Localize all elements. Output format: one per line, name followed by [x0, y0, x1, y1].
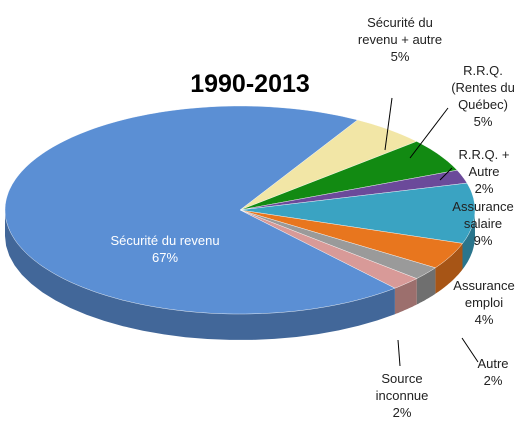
pie-side	[462, 210, 475, 270]
pie-slice	[239, 209, 418, 289]
value-label: 9%	[473, 233, 493, 248]
slice-label: Assurance salaire 9%	[443, 198, 523, 249]
pie-side	[5, 210, 395, 340]
pie-slice	[239, 119, 418, 211]
pie-slice	[4, 105, 396, 315]
value-label: 2%	[483, 373, 503, 388]
leader-line	[397, 339, 401, 367]
leader-line	[461, 337, 479, 363]
category-name: R.R.Q. (Rentes du Québec)	[451, 63, 515, 112]
value-label: 2%	[474, 181, 494, 196]
chart-title: 1990-2013	[190, 70, 310, 98]
leader-line	[384, 97, 393, 151]
pie-slice	[239, 169, 468, 211]
pie-side	[435, 243, 463, 294]
pie-slice	[239, 182, 476, 244]
leader-line	[439, 167, 453, 181]
category-name: Sécurité du revenu + autre	[357, 15, 443, 47]
category-name: Autre	[477, 356, 509, 371]
slice-label: Autre 2%	[468, 355, 518, 389]
leader-line	[409, 107, 449, 159]
category-name: Sécurité du revenu	[110, 233, 220, 248]
pie-slice	[239, 141, 458, 211]
pie-side	[394, 278, 417, 315]
value-label: 2%	[392, 405, 412, 420]
value-label: 4%	[474, 312, 494, 327]
category-name: Source inconnue	[375, 371, 429, 403]
slice-label: Assurance emploi 4%	[444, 277, 524, 328]
category-name: Assurance salaire	[452, 199, 514, 231]
slice-label: Sécurité du revenu + autre 5%	[354, 14, 446, 65]
value-label: 5%	[390, 49, 410, 64]
pie-side	[416, 267, 436, 305]
slice-label: R.R.Q. + Autre 2%	[444, 146, 524, 197]
slice-label: R.R.Q. (Rentes du Québec) 5%	[443, 62, 523, 130]
pie-slice	[239, 209, 436, 279]
pie-slice	[239, 209, 463, 269]
slice-label: Source inconnue 2%	[362, 370, 442, 421]
slice-label: Sécurité du revenu 67%	[110, 232, 220, 266]
category-name: R.R.Q. + Autre	[458, 147, 510, 179]
value-label: 5%	[473, 114, 493, 129]
value-label: 67%	[151, 250, 179, 265]
category-name: Assurance emploi	[453, 278, 515, 310]
